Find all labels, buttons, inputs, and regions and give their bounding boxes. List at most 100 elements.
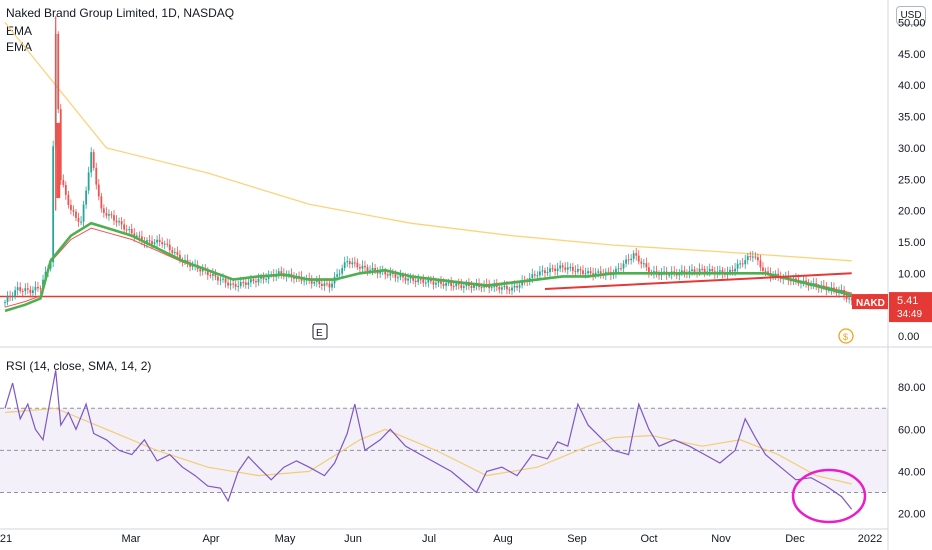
candle-body (179, 254, 181, 261)
candle-body (462, 286, 465, 288)
candle-body (239, 282, 242, 286)
currency-button[interactable]: USD (896, 6, 926, 25)
candle-body (148, 240, 151, 242)
candle-body (95, 167, 98, 185)
time-axis-tick: May (275, 533, 296, 545)
candle-body (6, 296, 9, 303)
ema-slow-legend[interactable]: EMA (6, 40, 33, 54)
candle-body (326, 283, 328, 285)
candle-body (374, 267, 377, 271)
ema-fast-legend[interactable]: EMA (6, 24, 33, 38)
candle-body (516, 285, 518, 288)
time-axis-tick: Dec (785, 533, 805, 545)
price-axis-tick: 35.00 (898, 112, 926, 124)
candle-body (318, 280, 321, 285)
candle-body (412, 277, 415, 281)
candle-body (135, 235, 138, 237)
time-axis-tick: Sep (567, 533, 587, 545)
candle-body (353, 262, 356, 264)
candle-body (168, 244, 171, 251)
candle-body (822, 285, 825, 287)
candle-body (72, 210, 75, 212)
candle-body (544, 270, 546, 274)
rsi-axis-tick: 60.00 (898, 424, 926, 436)
candle-body (209, 275, 212, 277)
candle-body (759, 260, 762, 268)
candle-body (630, 258, 633, 260)
candle-body (711, 268, 714, 272)
candle-body (211, 273, 214, 276)
candle-body (833, 287, 835, 290)
candle-body (506, 285, 508, 290)
candle-body (280, 271, 283, 274)
candle-body (564, 267, 567, 270)
candle-body (102, 208, 105, 213)
candle-body (303, 280, 306, 282)
candle-body (429, 279, 432, 282)
candle-body (498, 286, 501, 290)
candle-body (288, 273, 290, 275)
candle-body (224, 278, 227, 283)
candle-body (310, 280, 313, 284)
candle-body (746, 256, 749, 261)
rsi-ma-line (4, 407, 852, 485)
candle-body (201, 269, 204, 272)
candle-body (125, 229, 128, 231)
candle-body (130, 229, 133, 234)
candle-body (110, 214, 113, 216)
candle-body (158, 239, 161, 243)
highlight-circle (791, 468, 867, 524)
candle-body (331, 283, 333, 288)
candle-body (369, 270, 371, 272)
candle-body (559, 265, 562, 269)
candle-body (219, 279, 222, 281)
candle-body (206, 270, 209, 276)
candle-body (346, 261, 349, 263)
candle-body (850, 298, 853, 301)
candle-body (128, 229, 131, 231)
candle-body (359, 267, 361, 269)
candle-body (762, 267, 764, 271)
symbol-tag-box (852, 294, 888, 310)
candle-body (407, 278, 409, 281)
candle-body (805, 280, 807, 284)
candle-body (592, 273, 595, 276)
candle-body (511, 287, 513, 291)
candle-body (582, 270, 584, 275)
candle-body (361, 265, 364, 269)
candle-body (52, 146, 55, 263)
candle-body (554, 268, 556, 272)
candle-body (698, 268, 701, 273)
candle-body (417, 279, 420, 283)
candle-body (138, 235, 141, 237)
candle-body (597, 271, 600, 273)
candle-body (645, 263, 648, 268)
candle-body (607, 271, 610, 273)
candle-body (490, 287, 493, 289)
candle-body (123, 224, 126, 230)
candle-body (171, 250, 174, 254)
candle-body (840, 289, 843, 292)
dividend-label: $ (843, 332, 848, 342)
candle-body (77, 217, 80, 222)
candle-body (14, 290, 17, 296)
candle-body (718, 270, 721, 272)
candle-body (751, 256, 754, 258)
candle-body (62, 179, 65, 185)
rsi-title: RSI (14, close, SMA, 14, 2) (6, 359, 151, 373)
candle-body (85, 190, 88, 205)
candle-body (92, 152, 95, 168)
rsi-axis-tick: 80.00 (898, 382, 926, 394)
candle-body (386, 274, 389, 276)
candle-body (518, 285, 521, 288)
candle-body (455, 283, 458, 287)
price-tag-box (889, 292, 932, 323)
candle-body (435, 282, 437, 285)
candle-body (247, 282, 250, 285)
candle-body (100, 196, 103, 209)
candle-body (70, 204, 72, 211)
candle-body (424, 282, 427, 284)
candle-body (237, 285, 240, 287)
candle-body (222, 278, 224, 280)
